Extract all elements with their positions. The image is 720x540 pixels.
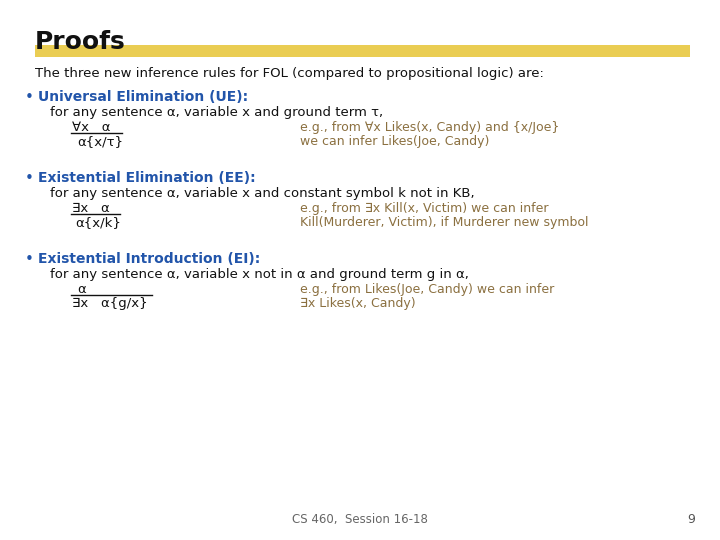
Text: •: • xyxy=(25,171,34,186)
Text: ∃x Likes(x, Candy): ∃x Likes(x, Candy) xyxy=(300,297,415,310)
Text: 9: 9 xyxy=(687,513,695,526)
Text: ∀x   α: ∀x α xyxy=(72,121,110,134)
Text: α{x/k}: α{x/k} xyxy=(75,216,121,229)
Text: CS 460,  Session 16-18: CS 460, Session 16-18 xyxy=(292,513,428,526)
Bar xyxy=(35,45,690,57)
Text: Proofs: Proofs xyxy=(35,30,126,54)
Text: Existential Elimination (EE):: Existential Elimination (EE): xyxy=(38,171,256,185)
Text: for any sentence α, variable x and constant symbol k not in KB,: for any sentence α, variable x and const… xyxy=(50,187,474,200)
Text: •: • xyxy=(25,252,34,267)
Text: Kill(Murderer, Victim), if Murderer new symbol: Kill(Murderer, Victim), if Murderer new … xyxy=(300,216,588,229)
Text: ∃x   α: ∃x α xyxy=(72,202,109,215)
Text: Universal Elimination (UE):: Universal Elimination (UE): xyxy=(38,90,248,104)
Text: for any sentence α, variable x not in α and ground term g in α,: for any sentence α, variable x not in α … xyxy=(50,268,469,281)
Text: e.g., from Likes(Joe, Candy) we can infer: e.g., from Likes(Joe, Candy) we can infe… xyxy=(300,283,554,296)
Text: we can infer Likes(Joe, Candy): we can infer Likes(Joe, Candy) xyxy=(300,135,490,148)
Text: ∃x   α{g/x}: ∃x α{g/x} xyxy=(72,297,148,310)
Text: Existential Introduction (EI):: Existential Introduction (EI): xyxy=(38,252,260,266)
Text: α: α xyxy=(77,283,86,296)
Text: for any sentence α, variable x and ground term τ,: for any sentence α, variable x and groun… xyxy=(50,106,383,119)
Text: The three new inference rules for FOL (compared to propositional logic) are:: The three new inference rules for FOL (c… xyxy=(35,67,544,80)
Text: α{x/τ}: α{x/τ} xyxy=(77,135,123,148)
Text: •: • xyxy=(25,90,34,105)
Text: e.g., from ∀x Likes(x, Candy) and {x/Joe}: e.g., from ∀x Likes(x, Candy) and {x/Joe… xyxy=(300,121,559,134)
Text: e.g., from ∃x Kill(x, Victim) we can infer: e.g., from ∃x Kill(x, Victim) we can inf… xyxy=(300,202,549,215)
